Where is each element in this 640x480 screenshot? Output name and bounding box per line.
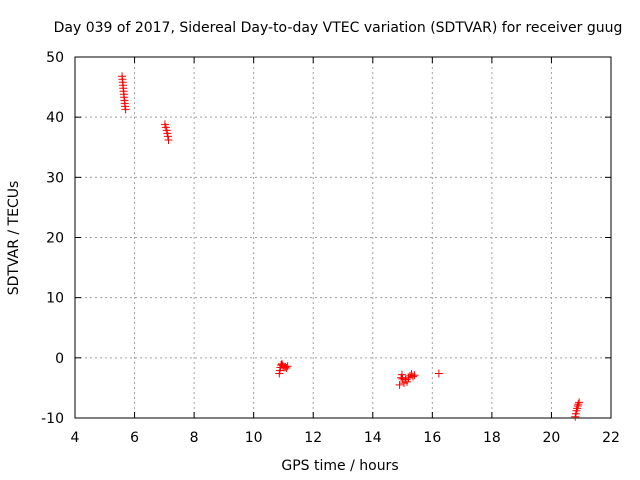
data-point: [164, 136, 173, 145]
data-point: [121, 105, 130, 114]
y-tick-label: 20: [46, 231, 64, 247]
x-tick-label: 18: [483, 430, 501, 446]
x-tick-label: 20: [543, 430, 561, 446]
data-point: [282, 364, 291, 373]
x-tick-label: 16: [423, 430, 441, 446]
tick-labels: 4 6 8 10 12 14 16 18 20 22 -10 0 10 20 30 40 50: [41, 50, 620, 446]
y-tick-label: 40: [46, 110, 64, 126]
y-tick-label: 10: [46, 291, 64, 307]
x-tick-label: 4: [71, 430, 80, 446]
y-tick-label: 30: [46, 170, 64, 186]
data-point: [283, 362, 292, 371]
x-axis-label: GPS time / hours: [281, 458, 398, 474]
chart-title: Day 039 of 2017, Sidereal Day-to-day VTE…: [54, 20, 623, 36]
data-point: [403, 377, 412, 386]
x-tick-label: 10: [245, 430, 263, 446]
y-tick-label: 50: [46, 50, 64, 66]
x-tick-label: 8: [190, 430, 199, 446]
data-point: [575, 398, 584, 407]
x-tick-label: 22: [602, 430, 620, 446]
data-point: [395, 380, 404, 389]
data-point: [410, 371, 419, 380]
plot-frame: [74, 56, 612, 419]
x-tick-label: 6: [130, 430, 139, 446]
data-point: [574, 400, 583, 409]
grid: [75, 57, 611, 418]
x-tick-label: 12: [304, 430, 322, 446]
y-tick-label: -10: [41, 411, 64, 427]
data-points: [118, 72, 584, 421]
data-point: [397, 370, 406, 379]
data-point: [163, 132, 172, 141]
data-point: [408, 372, 417, 381]
y-tick-label: 0: [55, 351, 64, 367]
x-tick-label: 14: [364, 430, 382, 446]
data-point: [573, 401, 582, 410]
y-axis-label: SDTVAR / TECUs: [6, 181, 22, 296]
data-point: [434, 369, 443, 378]
